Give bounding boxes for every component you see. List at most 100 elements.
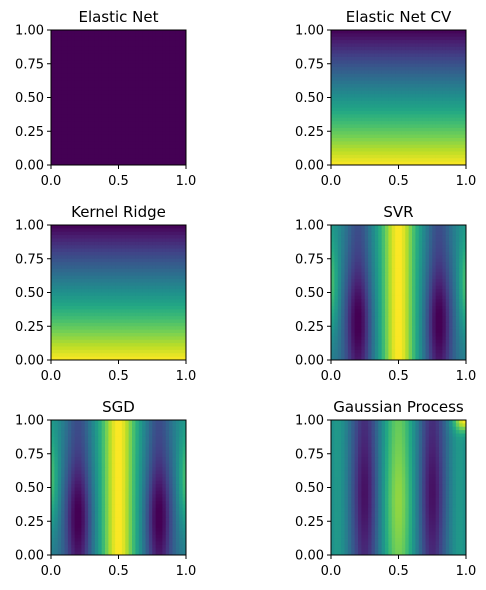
heatmap-cell	[98, 312, 103, 317]
heatmap-cell	[385, 104, 389, 109]
heatmap-cell	[57, 322, 62, 327]
heatmap-cell	[118, 302, 123, 307]
heatmap-cell	[145, 312, 150, 317]
heatmap-cell	[388, 63, 393, 68]
heatmap-cell	[364, 134, 369, 139]
heatmap-cell	[81, 90, 86, 95]
heatmap-cell	[162, 148, 167, 153]
heatmap-cell	[145, 30, 150, 34]
heatmap-cell	[81, 114, 86, 119]
heatmap-cell	[108, 306, 113, 310]
heatmap-cell	[51, 117, 55, 122]
heatmap-cell	[412, 50, 416, 55]
heatmap-cell	[108, 97, 113, 102]
heatmap-cell	[148, 258, 153, 263]
heatmap-cell	[128, 292, 133, 297]
heatmap-cell	[98, 138, 103, 142]
heatmap-cell	[331, 90, 335, 95]
heatmap-cell	[364, 67, 369, 72]
heatmap-cell	[361, 131, 366, 136]
heatmap-cell	[159, 67, 163, 72]
heatmap-cell	[459, 70, 464, 75]
heatmap-cell	[442, 33, 447, 38]
heatmap-cell	[64, 295, 69, 300]
heatmap-cell	[152, 158, 157, 163]
heatmap-cell	[135, 292, 140, 297]
heatmap-cell	[51, 279, 55, 283]
heatmap-cell	[408, 225, 413, 229]
heatmap-cell	[105, 265, 109, 270]
heatmap-cell	[121, 144, 126, 149]
heatmap-cell	[155, 154, 160, 159]
heatmap-cell	[57, 40, 62, 45]
heatmap-cell	[128, 104, 133, 109]
heatmap-cell	[435, 225, 440, 229]
heatmap-cell	[101, 67, 106, 72]
heatmap-cell	[455, 60, 460, 65]
heatmap-cell	[439, 30, 443, 34]
heatmap-cell	[418, 225, 423, 229]
heatmap-cell	[108, 299, 113, 304]
heatmap-cell	[179, 228, 184, 233]
heatmap-cell	[125, 231, 130, 236]
heatmap-cell	[361, 97, 366, 102]
heatmap-cell	[428, 225, 433, 229]
heatmap-cell	[378, 40, 383, 45]
heatmap-cell	[344, 138, 349, 142]
heatmap-cell	[364, 50, 369, 55]
heatmap-cell	[74, 262, 79, 267]
heatmap-cell	[175, 248, 180, 253]
heatmap-cell	[145, 336, 150, 341]
heatmap-cell	[364, 33, 369, 38]
heatmap-cell	[145, 289, 150, 294]
heatmap-cell	[179, 67, 184, 72]
heatmap-cell	[331, 228, 335, 233]
heatmap-cell	[422, 60, 427, 65]
heatmap-cell	[165, 134, 170, 139]
heatmap-cell	[101, 235, 106, 240]
heatmap-cell	[81, 241, 86, 246]
heatmap-cell	[94, 161, 99, 165]
heatmap-cell	[51, 70, 55, 75]
heatmap-cell	[175, 349, 180, 354]
heatmap-cell	[74, 235, 79, 240]
heatmap-cell	[145, 282, 150, 287]
heatmap-cell	[74, 339, 79, 344]
heatmap-cell	[172, 306, 177, 310]
heatmap-cell	[88, 336, 93, 341]
heatmap-cell	[64, 138, 69, 142]
heatmap-cell	[81, 258, 86, 263]
heatmap-cell	[182, 138, 186, 142]
heatmap-cell	[445, 30, 450, 34]
heatmap-cell	[398, 50, 403, 55]
heatmap-cell	[132, 94, 136, 99]
heatmap-cell	[459, 80, 464, 85]
heatmap-cell	[98, 114, 103, 119]
heatmap-cell	[64, 292, 69, 297]
heatmap-cell	[108, 356, 113, 360]
heatmap-cell	[84, 329, 89, 334]
heatmap-cell	[428, 231, 433, 236]
heatmap-cell	[361, 104, 366, 109]
heatmap-cell	[91, 349, 96, 354]
heatmap-cell	[115, 282, 120, 287]
heatmap-cell	[378, 80, 383, 85]
heatmap-cell	[169, 63, 174, 68]
heatmap-cell	[105, 104, 109, 109]
heatmap-cell	[54, 302, 59, 307]
heatmap-cell	[128, 268, 133, 273]
heatmap-cell	[179, 94, 184, 99]
heatmap-cell	[88, 46, 93, 51]
heatmap-cell	[162, 90, 167, 95]
heatmap-cell	[422, 131, 427, 136]
heatmap-cell	[111, 268, 116, 273]
heatmap-cell	[78, 292, 82, 297]
heatmap-cell	[169, 60, 174, 65]
heatmap-cell	[428, 73, 433, 78]
heatmap-cell	[445, 70, 450, 75]
heatmap-cell	[81, 326, 86, 331]
heatmap-cell	[94, 73, 99, 78]
heatmap-cell	[51, 131, 55, 136]
heatmap-cell	[101, 87, 106, 92]
heatmap-cell	[71, 353, 76, 358]
